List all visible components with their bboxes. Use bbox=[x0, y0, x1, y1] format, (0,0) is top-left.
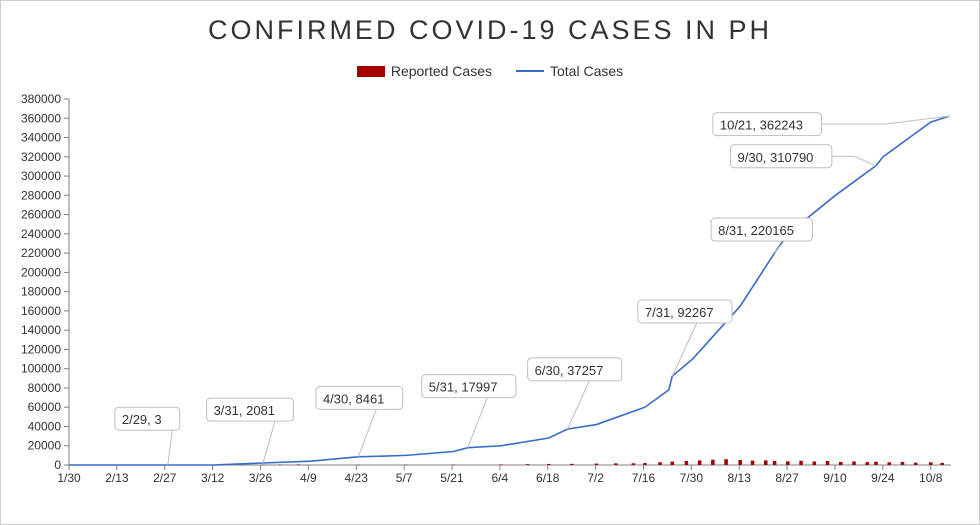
legend: Reported Cases Total Cases bbox=[1, 63, 979, 79]
svg-text:6/18: 6/18 bbox=[536, 471, 560, 485]
svg-text:1/30: 1/30 bbox=[57, 471, 81, 485]
callout-label: 3/31, 2081 bbox=[214, 403, 275, 418]
svg-text:7/16: 7/16 bbox=[632, 471, 656, 485]
svg-text:8/13: 8/13 bbox=[728, 471, 752, 485]
callout-label: 4/30, 8461 bbox=[323, 391, 384, 406]
svg-text:340000: 340000 bbox=[21, 131, 61, 145]
svg-text:5/21: 5/21 bbox=[440, 471, 464, 485]
svg-text:7/30: 7/30 bbox=[680, 471, 704, 485]
chart-frame: CONFIRMED COVID-19 CASES IN PH Reported … bbox=[0, 0, 980, 525]
svg-text:260000: 260000 bbox=[21, 208, 61, 222]
svg-text:3/12: 3/12 bbox=[201, 471, 225, 485]
svg-text:9/24: 9/24 bbox=[871, 471, 895, 485]
svg-text:180000: 180000 bbox=[21, 285, 61, 299]
svg-text:0: 0 bbox=[54, 458, 61, 472]
legend-label: Total Cases bbox=[550, 63, 623, 79]
legend-label: Reported Cases bbox=[391, 63, 492, 79]
svg-text:2/27: 2/27 bbox=[153, 471, 177, 485]
callout-label: 9/30, 310790 bbox=[738, 150, 814, 165]
svg-text:10/8: 10/8 bbox=[919, 471, 943, 485]
svg-text:160000: 160000 bbox=[21, 304, 61, 318]
callout-label: 7/31, 92267 bbox=[645, 305, 714, 320]
svg-text:200000: 200000 bbox=[21, 265, 61, 279]
legend-swatch-bar bbox=[357, 66, 385, 77]
svg-text:6/4: 6/4 bbox=[492, 471, 509, 485]
svg-text:9/10: 9/10 bbox=[823, 471, 847, 485]
svg-text:40000: 40000 bbox=[28, 419, 62, 433]
svg-text:3/26: 3/26 bbox=[249, 471, 273, 485]
svg-text:20000: 20000 bbox=[28, 439, 62, 453]
svg-text:2/13: 2/13 bbox=[105, 471, 129, 485]
chart-title: CONFIRMED COVID-19 CASES IN PH bbox=[1, 15, 979, 46]
callout-label: 10/21, 362243 bbox=[720, 118, 803, 133]
svg-text:280000: 280000 bbox=[21, 188, 61, 202]
svg-text:100000: 100000 bbox=[21, 362, 61, 376]
svg-text:380000: 380000 bbox=[21, 92, 61, 106]
svg-text:220000: 220000 bbox=[21, 246, 61, 260]
plot-area: 0200004000060000800001000001200001400001… bbox=[69, 95, 959, 487]
svg-text:4/9: 4/9 bbox=[300, 471, 317, 485]
svg-text:120000: 120000 bbox=[21, 342, 61, 356]
callout-label: 6/30, 37257 bbox=[535, 363, 604, 378]
chart-svg: 0200004000060000800001000001200001400001… bbox=[69, 95, 959, 487]
svg-text:360000: 360000 bbox=[21, 111, 61, 125]
svg-text:60000: 60000 bbox=[28, 400, 62, 414]
svg-text:5/7: 5/7 bbox=[396, 471, 413, 485]
svg-text:7/2: 7/2 bbox=[587, 471, 604, 485]
svg-text:320000: 320000 bbox=[21, 150, 61, 164]
svg-text:300000: 300000 bbox=[21, 169, 61, 183]
legend-item: Reported Cases bbox=[357, 63, 492, 79]
svg-text:8/27: 8/27 bbox=[775, 471, 799, 485]
callout-label: 8/31, 220165 bbox=[718, 223, 794, 238]
svg-text:140000: 140000 bbox=[21, 323, 61, 337]
legend-item: Total Cases bbox=[516, 63, 623, 79]
callout-label: 2/29, 3 bbox=[122, 412, 162, 427]
svg-text:80000: 80000 bbox=[28, 381, 62, 395]
legend-swatch-line bbox=[516, 70, 544, 72]
svg-text:240000: 240000 bbox=[21, 227, 61, 241]
callout-label: 5/31, 17997 bbox=[429, 380, 498, 395]
svg-text:4/23: 4/23 bbox=[345, 471, 369, 485]
